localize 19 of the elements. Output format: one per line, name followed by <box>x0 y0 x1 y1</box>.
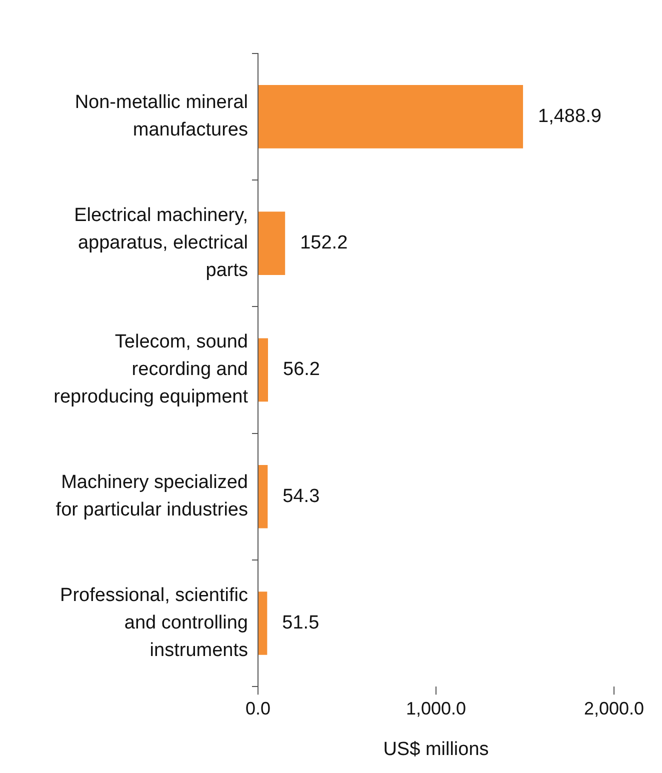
y-tick-label: Machinery specialized for particular industries <box>56 472 248 521</box>
bar <box>258 212 286 275</box>
y-tick-label: Professional, scientific and controlling instruments <box>60 584 248 662</box>
x-tick-label: 0.0 <box>245 698 271 718</box>
bar <box>258 592 268 655</box>
data-label: 56.2 <box>283 359 320 380</box>
bar <box>258 84 524 148</box>
bar <box>258 464 268 528</box>
y-tick-label: Non-metallic mineral manufactures <box>74 92 248 141</box>
data-label: 51.5 <box>282 612 320 634</box>
x-tick-label: 2,000.0 <box>584 698 644 718</box>
x-axis-title: US$ millions <box>383 738 489 760</box>
data-label: 152.2 <box>300 232 348 254</box>
data-label: 54.3 <box>282 486 320 507</box>
data-label: 1,488.9 <box>538 106 602 127</box>
y-tick-label: Telecom, sound recording and reproducing equipment <box>54 332 249 408</box>
bar <box>258 338 268 402</box>
y-tick-label: Electrical machinery, apparatus, electrical parts <box>74 204 248 282</box>
x-tick-label: 1,000.0 <box>406 698 466 718</box>
